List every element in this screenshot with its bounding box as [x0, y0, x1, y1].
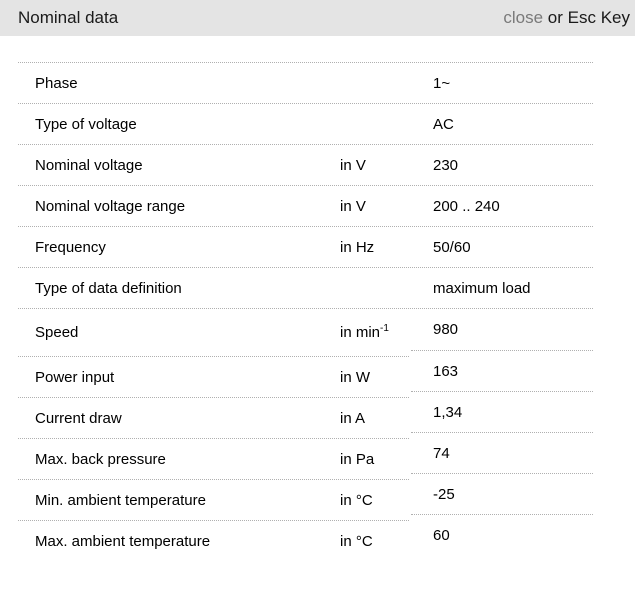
unit-superscript: -1 — [380, 323, 389, 334]
row-label: Power input — [35, 368, 115, 386]
row-label: Phase — [35, 74, 78, 92]
row-unit: in V — [340, 157, 433, 174]
table-row: 980 — [411, 309, 593, 350]
row-value: 980 — [433, 321, 459, 338]
unit-text: in V — [340, 197, 366, 215]
table-row: Type of data definition maximum load — [18, 267, 593, 308]
table-row: Phase 1~ — [18, 62, 593, 103]
row-label: Max. back pressure — [35, 450, 166, 468]
modal-header: Nominal data close or Esc Key — [0, 0, 635, 36]
row-value: AC — [433, 115, 454, 133]
table-row: Max. ambient temperature in °C — [18, 520, 409, 561]
table-row: Current draw in A — [18, 397, 409, 438]
row-value: 230 — [433, 156, 459, 174]
row-unit: in W — [340, 369, 409, 386]
row-value: 1~ — [433, 74, 451, 92]
table-row: Nominal voltage range in V 200 .. 240 — [18, 185, 593, 226]
unit-text: in Hz — [340, 238, 375, 256]
table-row: 1,34 — [411, 391, 593, 432]
table-row: 163 — [411, 350, 593, 391]
row-value: 74 — [433, 444, 450, 462]
row-unit: in A — [340, 410, 409, 427]
row-unit: in V — [340, 198, 433, 215]
unit-text: in °C — [340, 532, 373, 550]
table-row: -25 — [411, 473, 593, 514]
row-unit: in °C — [340, 492, 409, 509]
row-label: Type of data definition — [35, 279, 182, 297]
table-row: Min. ambient temperature in °C — [18, 479, 409, 520]
row-label: Nominal voltage range — [35, 197, 186, 215]
table-row: Speed in min-1 — [18, 309, 409, 356]
row-label: Frequency — [35, 238, 106, 256]
row-label: Type of voltage — [35, 115, 137, 133]
row-value: 163 — [433, 362, 459, 380]
table-row: Frequency in Hz 50/60 — [18, 226, 593, 267]
table-row: Max. back pressure in Pa — [18, 438, 409, 479]
unit-text: in °C — [340, 491, 373, 509]
table-row: 74 — [411, 432, 593, 473]
table-row: Power input in W — [18, 356, 409, 397]
table-lower-labels: Speed in min-1 Power input in W Current draw… — [18, 309, 409, 561]
close-button[interactable]: close — [503, 8, 544, 27]
row-value: -25 — [433, 485, 455, 503]
row-value: 200 .. 240 — [433, 197, 500, 215]
table-row: 60 — [411, 514, 593, 555]
esc-key-hint: or Esc Key — [543, 8, 630, 27]
row-label: Max. ambient temperature — [35, 532, 211, 550]
row-label: Speed — [35, 324, 79, 341]
row-value: maximum load — [433, 279, 531, 297]
row-value: 50/60 — [433, 238, 471, 256]
table-upper: Phase 1~ Type of voltage AC Nominal voltage i… — [18, 62, 593, 308]
row-value: 60 — [433, 526, 450, 544]
table-row: Nominal voltage in V 230 — [18, 144, 593, 185]
table-row: Type of voltage AC — [18, 103, 593, 144]
unit-text: in W — [340, 368, 370, 386]
row-unit: in Hz — [340, 239, 433, 256]
row-unit: in Pa — [340, 451, 409, 468]
table-lower-values: 980 163 1,34 74 -25 60 — [411, 309, 593, 555]
unit-text: in V — [340, 156, 366, 174]
modal-title: Nominal data — [18, 8, 119, 27]
table-lower: Speed in min-1 Power input in W Current draw… — [18, 308, 593, 561]
row-label: Current draw — [35, 409, 122, 427]
row-unit: in °C — [340, 533, 409, 550]
unit-text: in A — [340, 409, 366, 427]
row-label: Nominal voltage — [35, 156, 143, 174]
unit-text: in min — [340, 324, 381, 341]
row-value: 1,34 — [433, 403, 463, 421]
row-unit: in min-1 — [340, 323, 409, 342]
unit-text: in Pa — [340, 450, 375, 468]
close-area: close or Esc Key — [503, 8, 630, 28]
row-label: Min. ambient temperature — [35, 491, 206, 509]
